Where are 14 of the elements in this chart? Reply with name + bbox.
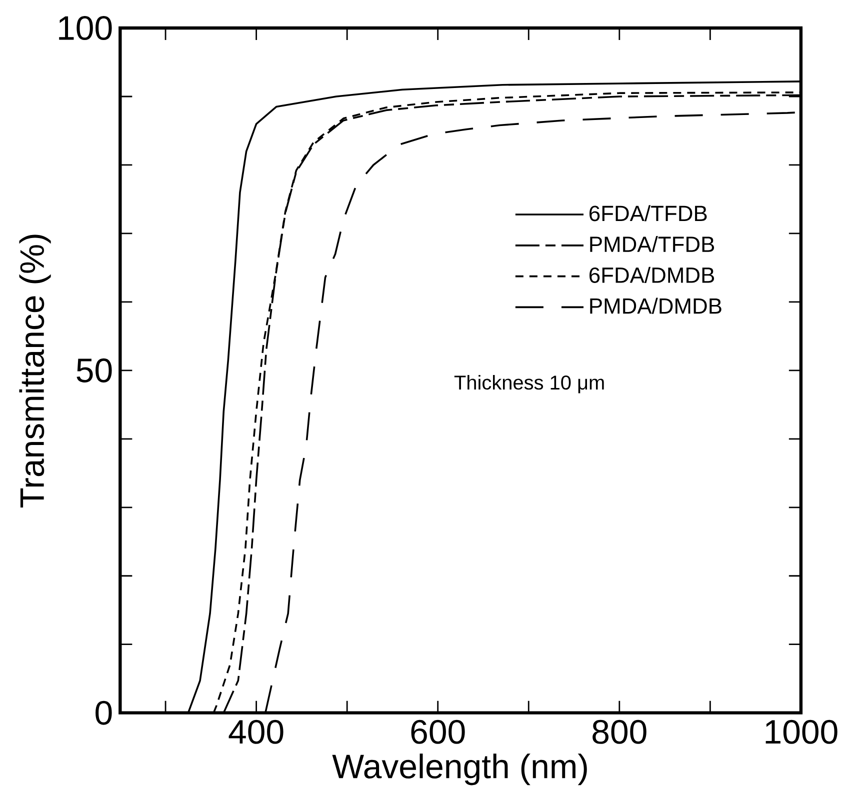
y-axis-title: Transmittance (%): [19, 234, 51, 508]
legend-label: 6FDA/TFDB: [590, 205, 707, 222]
x-tick-label: 1000: [766, 720, 838, 744]
legend-label: PMDA/DMDB: [590, 298, 722, 314]
y-tick-label: 50: [76, 358, 112, 382]
x-tick-label: 800: [592, 720, 646, 744]
legend-label: PMDA/TFDB: [590, 236, 714, 252]
y-tick-label: 100: [59, 16, 112, 40]
x-tick-label: 600: [411, 720, 465, 744]
legend-label: 6FDA/DMDB: [590, 266, 714, 283]
y-tick-label: 0: [96, 700, 112, 725]
x-axis-title: Wavelength (nm): [332, 754, 587, 786]
annotation: Thickness 10 μm: [454, 375, 604, 394]
x-tick-label: 400: [228, 720, 284, 744]
